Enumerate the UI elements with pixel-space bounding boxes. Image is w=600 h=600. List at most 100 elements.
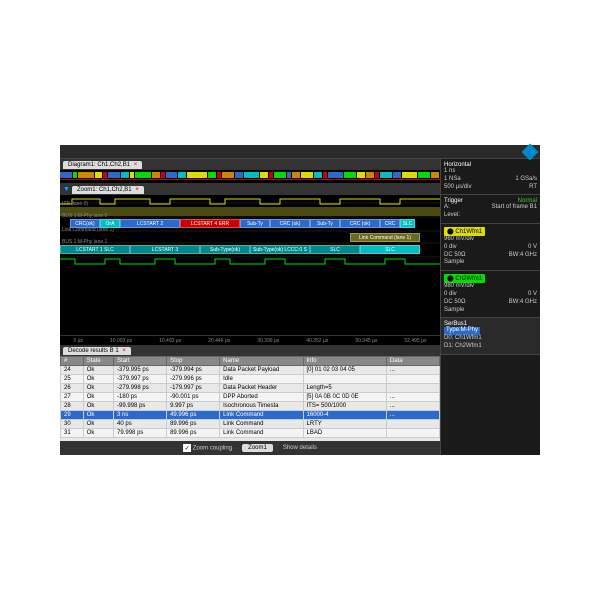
table-row[interactable]: 29Ok3 ns49.996 psLink Command16000-4... <box>61 411 440 420</box>
decode-block[interactable]: Sub-Ty <box>240 219 270 228</box>
table-row[interactable]: 30Ok40 ps89.996 psLink CommandLRTY <box>61 420 440 429</box>
overview-segment <box>431 172 439 178</box>
table-cell: [5] 0A 0B 0C 0D 0E <box>303 393 386 402</box>
zoom-marker-icon: ▼ <box>63 186 70 193</box>
decode-block[interactable]: SLC <box>360 245 420 254</box>
table-header[interactable]: Start <box>114 357 167 366</box>
info-row: Sample <box>444 259 537 267</box>
info-row: 500 µs/divRT <box>444 184 537 192</box>
table-cell <box>386 429 439 438</box>
diagram-tab-label: Diagram1: Ch1,Ch2,B1 <box>68 162 130 168</box>
table-row[interactable]: 24Ok-379.995 ps-379.994 psData Packet Pa… <box>61 366 440 375</box>
decode-block[interactable]: LCSTART 1 SLC <box>60 245 130 254</box>
time-tick: 30.399 µs <box>257 338 279 344</box>
close-icon[interactable]: × <box>134 162 138 168</box>
table-row[interactable]: 28Ok-99.998 ps9.997 psIsochronous Timest… <box>61 402 440 411</box>
overview-strip[interactable] <box>60 170 440 184</box>
zoom-tab[interactable]: Zoom1: Ch1,Ch2,B1 × <box>72 186 144 194</box>
zoom-select[interactable]: Zoom1 <box>242 444 273 452</box>
table-cell: 40 ps <box>114 420 167 429</box>
decode-block[interactable]: Link Command (lane 1) <box>350 233 420 242</box>
show-details-button[interactable]: Show details <box>283 445 317 451</box>
decode-block[interactable]: LCSTART 2 <box>120 219 180 228</box>
left-panel: Diagram1: Ch1,Ch2,B1 × ▼ Zoom1: Ch1,Ch2,… <box>60 159 440 455</box>
decode-block[interactable]: LCSTART 3 <box>130 245 200 254</box>
table-cell: 30 <box>61 420 84 429</box>
main-area: Diagram1: Ch1,Ch2,B1 × ▼ Zoom1: Ch1,Ch2,… <box>60 159 540 455</box>
table-row[interactable]: 31Ok79.998 ps89.996 psLink CommandLBAD <box>61 429 440 438</box>
table-cell: Ok <box>83 429 113 438</box>
overview-segment <box>95 172 103 178</box>
overview-segment <box>402 172 418 178</box>
info-row: D1: Ch2Wfm1 <box>444 343 537 351</box>
table-header[interactable]: State <box>83 357 113 366</box>
table-cell: 16000-4 <box>303 411 386 420</box>
overview-segment <box>152 172 160 178</box>
waveform-area[interactable]: ITP (lane 0)BUS 1:M-Phy lane 0CRC(ok)OrA… <box>60 195 440 335</box>
decode-results-tab[interactable]: Decode results B 1 × <box>63 347 131 355</box>
table-header[interactable]: Data <box>386 357 439 366</box>
table-row[interactable]: 27Ok-180 ps-90.001 psDPP Aborted[5] 0A 0… <box>61 393 440 402</box>
diagram-header: Diagram1: Ch1,Ch2,B1 × <box>60 159 440 170</box>
decode-tab-label: Decode results B 1 <box>68 348 119 354</box>
close-icon[interactable]: × <box>122 348 126 354</box>
diagram-tab[interactable]: Diagram1: Ch1,Ch2,B1 × <box>63 161 142 169</box>
decode-block[interactable]: CRC (ok) <box>270 219 310 228</box>
horizontal-section[interactable]: Horizontal 1 ns1 NSa1 GSa/s500 µs/divRT <box>441 159 540 195</box>
table-cell: Ok <box>83 366 113 375</box>
lane-label: Link Command (lane 1) <box>62 227 114 233</box>
decode-block[interactable]: LCSTART 4 ERR <box>180 219 240 228</box>
decode-block[interactable]: CRC (ok) <box>340 219 380 228</box>
table-cell: Data Packet Payload <box>220 366 303 375</box>
table-header[interactable]: Info <box>303 357 386 366</box>
trigger-section[interactable]: Trigger Normal A:Start of frame B1Level: <box>441 195 540 224</box>
decode-block[interactable]: Sub-Ty <box>310 219 340 228</box>
decode-table[interactable]: #StateStartStopNameInfoData 24Ok-379.995… <box>60 356 440 441</box>
info-row: Level: <box>444 212 537 220</box>
ch1-section[interactable]: ⬤ Ch1Wfm1 960 mV/div0 div0 VDC 50ΩBW:4 G… <box>441 224 540 271</box>
table-cell: 25 <box>61 375 84 384</box>
decode-results: Decode results B 1 × #StateStartStopName… <box>60 345 440 455</box>
table-header[interactable]: Name <box>220 357 303 366</box>
info-row: DC 50ΩBW:4 GHz <box>444 252 537 260</box>
serbus-section[interactable]: SerBus1 Type:M-PhyD0: Ch1Wfm1D1: Ch2Wfm1 <box>441 318 540 354</box>
overview-segment <box>366 172 374 178</box>
table-cell: 9.997 ps <box>167 402 220 411</box>
time-tick: 10.003 µs <box>110 338 132 344</box>
ch2-badge-label: Ch2Wfm1 <box>455 276 482 282</box>
decode-block[interactable]: Sub-Type(ok) <box>200 245 250 254</box>
overview-segment <box>235 172 243 178</box>
info-row: 0 div0 V <box>444 291 537 299</box>
table-cell: 28 <box>61 402 84 411</box>
time-axis: 0 µs10.003 µs10.493 µs20.446 µs30.399 µs… <box>60 335 440 345</box>
ch1-badge: ⬤ Ch1Wfm1 <box>444 227 485 236</box>
ch2-section[interactable]: ⬤ Ch2Wfm1 980 mV/div0 div0 VDC 50ΩBW:4 G… <box>441 271 540 318</box>
table-cell: 89.996 ps <box>167 420 220 429</box>
table-header[interactable]: # <box>61 357 84 366</box>
table-cell: Ok <box>83 411 113 420</box>
table-cell: ... <box>386 366 439 375</box>
table-cell: Data Packet Header <box>220 384 303 393</box>
decode-block[interactable]: Sub-Type(ok) LCCC:0 S <box>250 245 310 254</box>
table-row[interactable]: 25Ok-379.997 ps-279.996 psIdle <box>61 375 440 384</box>
table-row[interactable]: 26Ok-279.998 ps-179.997 psData Packet He… <box>61 384 440 393</box>
table-header[interactable]: Stop <box>167 357 220 366</box>
decode-block[interactable]: SLC <box>310 245 360 254</box>
overview-segment <box>178 172 186 178</box>
overview-segment <box>292 172 300 178</box>
overview-segment <box>314 172 322 178</box>
overview-segment <box>274 172 286 178</box>
overview-segment <box>208 172 216 178</box>
close-icon[interactable]: × <box>135 187 139 193</box>
overview-segment <box>301 172 313 178</box>
table-cell: 26 <box>61 384 84 393</box>
decode-block[interactable]: CRC <box>380 219 400 228</box>
decode-block[interactable]: SLC <box>400 219 415 228</box>
time-tick: 20.446 µs <box>208 338 230 344</box>
info-row: Type:M-Phy <box>444 327 537 335</box>
table-cell: -379.994 ps <box>167 366 220 375</box>
overview-segment <box>73 172 77 178</box>
zoom-coupling-checkbox[interactable]: ✓ Zoom coupling <box>183 444 232 452</box>
table-cell: ... <box>386 411 439 420</box>
time-tick: 50.345 µs <box>355 338 377 344</box>
